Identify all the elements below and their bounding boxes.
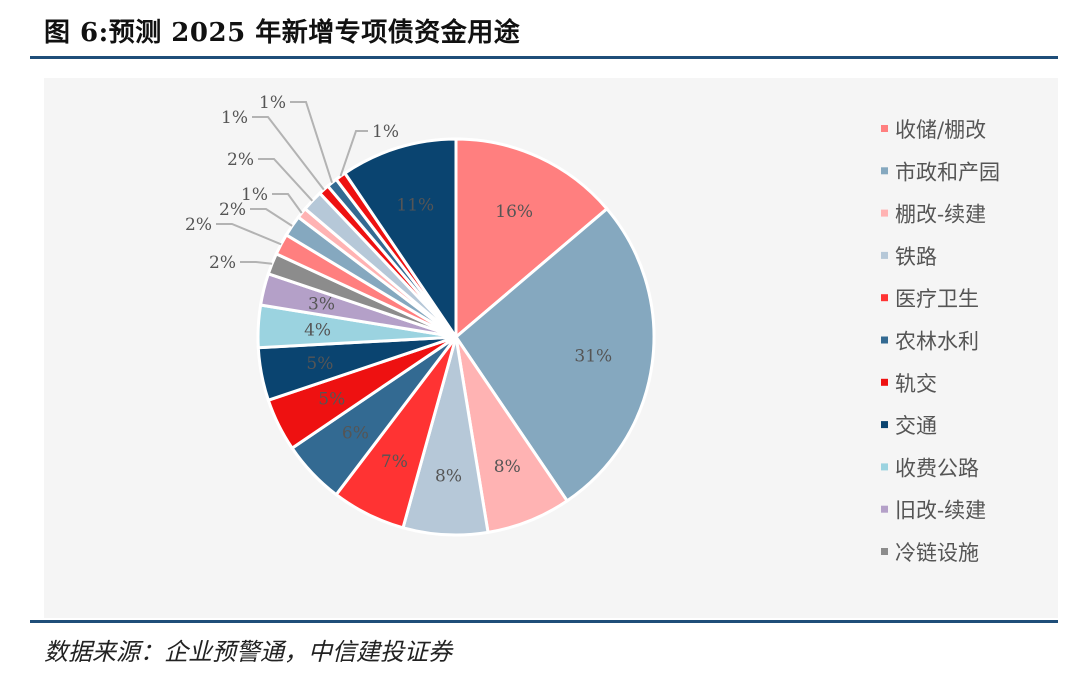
- slice-data-label: 1%: [241, 185, 268, 205]
- leader-line: [290, 101, 333, 184]
- legend-label: 轨交: [895, 372, 937, 396]
- slice-data-label: 2%: [185, 215, 212, 235]
- legend-swatch: [881, 336, 888, 344]
- legend-swatch: [881, 251, 888, 259]
- slice-data-label: 1%: [221, 108, 248, 128]
- legend-label: 农林水利: [895, 330, 979, 354]
- slice-data-label: 16%: [495, 202, 533, 222]
- slice-data-label: 5%: [306, 354, 333, 374]
- pie-slice: [342, 137, 458, 342]
- slice-data-label: 8%: [435, 466, 462, 486]
- legend-label: 市政和产园: [895, 160, 1000, 184]
- slice-data-label: 1%: [259, 93, 286, 113]
- slice-data-label: 8%: [494, 457, 521, 477]
- slice-data-label: 31%: [574, 347, 612, 367]
- leader-line: [252, 116, 325, 191]
- slice-data-label: 4%: [304, 321, 331, 341]
- legend-swatch: [881, 463, 888, 471]
- slice-data-label: 6%: [342, 423, 369, 443]
- slice-data-label: 1%: [372, 122, 399, 142]
- slice-data-label: 3%: [308, 295, 335, 315]
- legend-label: 旧改-续建: [895, 499, 986, 523]
- legend-label: 交通: [895, 414, 937, 438]
- slice-data-label: 2%: [227, 150, 254, 170]
- bottom-rule: [30, 620, 1058, 623]
- figure-title: 图 6:预测 2025 年新增专项债资金用途: [44, 18, 521, 48]
- leader-line: [216, 223, 282, 246]
- leader-line: [272, 193, 303, 214]
- slice-data-label: 2%: [219, 200, 246, 220]
- legend-label: 铁路: [895, 245, 937, 269]
- legend-swatch: [881, 125, 888, 132]
- source-note: 数据来源：企业预警通，中信建投证券: [44, 638, 452, 666]
- legend-label: 医疗卫生: [895, 287, 979, 311]
- slice-data-label: 2%: [209, 253, 236, 273]
- slice-data-label: 11%: [396, 196, 434, 216]
- leader-line: [240, 261, 273, 265]
- leader-line: [250, 208, 293, 227]
- legend-swatch: [881, 548, 888, 555]
- legend-swatch: [881, 209, 888, 217]
- top-rule: [30, 56, 1058, 59]
- pie-slice: [454, 137, 610, 341]
- pie-slice: [454, 206, 656, 503]
- legend-swatch: [881, 294, 888, 302]
- legend-swatch: [881, 421, 888, 429]
- legend-label: 收费公路: [895, 456, 979, 480]
- leader-line: [258, 158, 314, 202]
- legend-swatch: [881, 378, 888, 386]
- legend-label: 棚改-续建: [895, 203, 986, 227]
- legend-swatch: [881, 167, 888, 175]
- legend-label: 冷链设施: [895, 541, 979, 565]
- legend-label: 收储/棚改: [895, 118, 986, 142]
- leader-line: [339, 130, 368, 177]
- slice-data-label: 5%: [318, 390, 345, 410]
- legend-swatch: [881, 505, 888, 513]
- slice-data-label: 7%: [381, 452, 408, 472]
